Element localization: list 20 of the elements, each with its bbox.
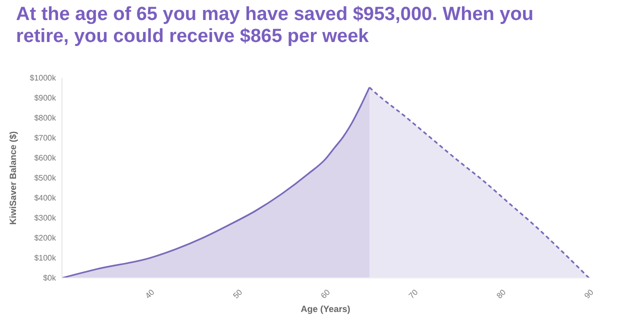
x-tick-label: 90 bbox=[582, 287, 596, 300]
x-tick-label: 50 bbox=[231, 287, 244, 300]
y-tick-label: $400k bbox=[34, 194, 57, 203]
y-tick-label: $500k bbox=[34, 174, 57, 183]
y-axis-title: KiwiSaver Balance ($) bbox=[8, 131, 18, 225]
y-tick-label: $1000k bbox=[30, 74, 57, 83]
y-tick-label: $200k bbox=[34, 234, 57, 243]
x-tick-label: 70 bbox=[407, 287, 420, 300]
y-tick-label: $900k bbox=[34, 94, 57, 103]
y-tick-label: $300k bbox=[34, 214, 57, 223]
x-tick-label: 40 bbox=[144, 287, 157, 300]
y-tick-label: $600k bbox=[34, 154, 57, 163]
chart-title: At the age of 65 you may have saved $953,000. When you retire, you could receive $865 per week bbox=[16, 4, 534, 48]
y-tick-label: $700k bbox=[34, 134, 57, 143]
x-tick-label: 60 bbox=[319, 287, 332, 300]
y-tick-label: $100k bbox=[34, 254, 57, 263]
y-tick-label: $0k bbox=[43, 274, 57, 283]
x-tick-label: 80 bbox=[494, 287, 508, 300]
y-tick-label: $800k bbox=[34, 114, 57, 123]
x-axis-title: Age (Years) bbox=[300, 304, 350, 314]
